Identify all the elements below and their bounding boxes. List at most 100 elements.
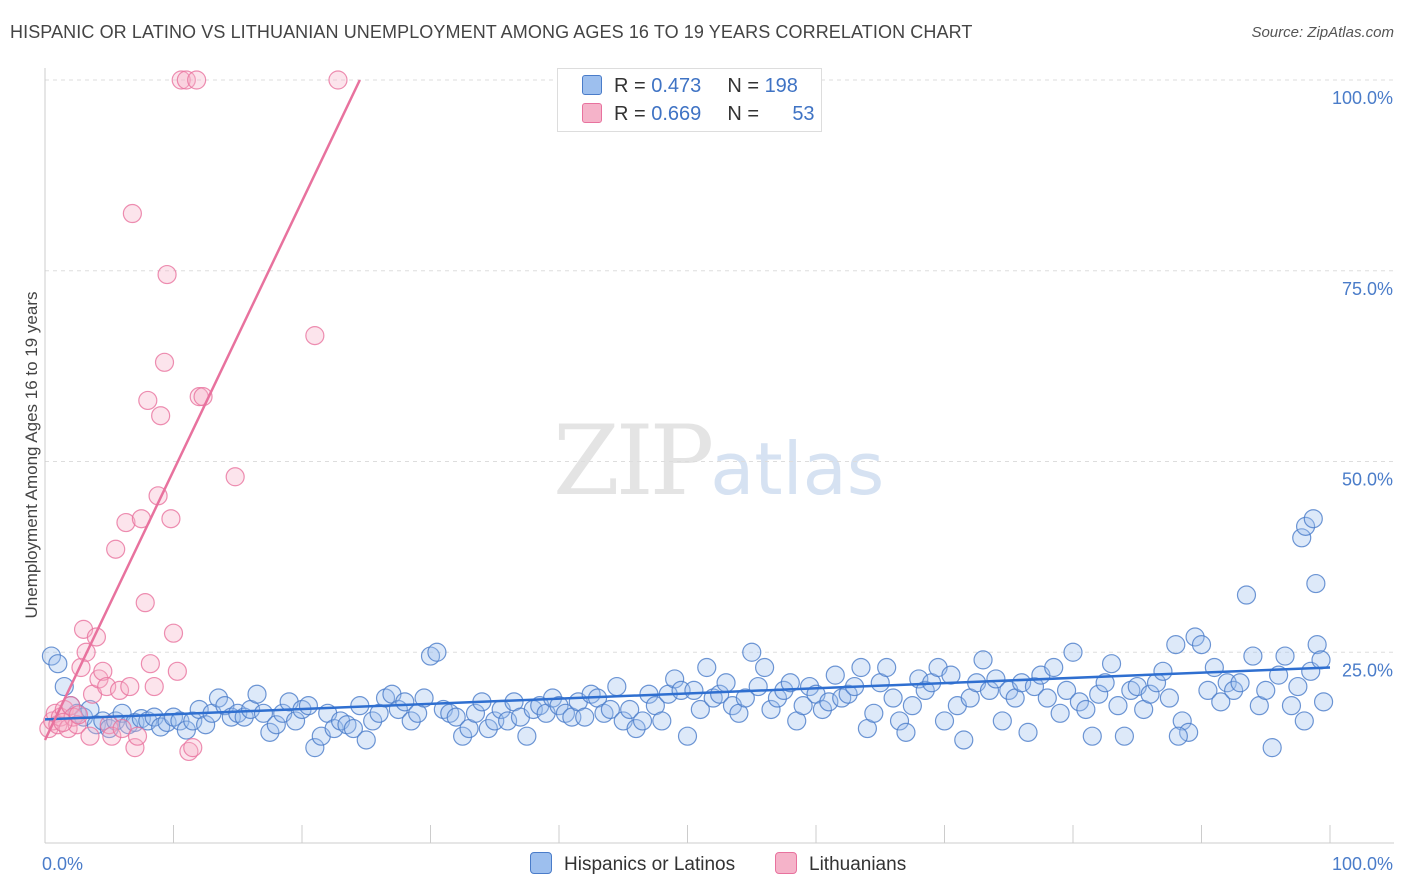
correlation-legend: R = 0.473 N = 198 R = 0.669 N = 53 <box>557 68 822 132</box>
data-point <box>1230 673 1250 693</box>
data-point <box>697 657 717 678</box>
data-point <box>1082 726 1102 746</box>
data-point <box>1185 627 1205 647</box>
data-point <box>140 654 160 674</box>
data-point <box>1076 699 1096 720</box>
data-point <box>356 730 376 750</box>
watermark: ZIPatlas <box>553 405 884 517</box>
x-tick-label: 0.0% <box>42 854 83 874</box>
data-point <box>498 711 518 731</box>
data-point <box>109 680 130 701</box>
legend-r-label: R = <box>614 75 652 97</box>
data-point <box>1294 711 1314 731</box>
data-point <box>167 661 187 681</box>
legend-n-value: 198 <box>764 75 798 97</box>
data-point <box>1204 657 1224 678</box>
data-point <box>102 726 122 746</box>
data-point <box>620 699 640 720</box>
data-point <box>973 650 993 670</box>
x-tick-label: 100.0% <box>1332 854 1393 874</box>
data-point <box>305 738 325 758</box>
data-point <box>665 669 685 689</box>
data-point <box>1179 722 1199 742</box>
data-point <box>1089 684 1109 704</box>
data-point <box>225 467 245 487</box>
axis-labels: 25.0% 50.0% 75.0% 100.0% 0.0% 100.0% Unemploym… <box>22 88 1393 874</box>
data-point <box>883 688 903 708</box>
legend-row-lithuanians: R = 0.669 N = 53 <box>582 103 815 131</box>
data-point <box>992 711 1012 731</box>
data-point <box>838 684 858 704</box>
data-point <box>1166 635 1186 655</box>
data-point <box>1307 635 1327 655</box>
data-point <box>1313 692 1334 712</box>
y-tick-label: 100.0% <box>1332 88 1393 108</box>
data-point <box>285 711 306 731</box>
data-point <box>453 726 473 746</box>
series-lithuanians-points <box>39 70 348 762</box>
source-label: Source: ZipAtlas.com <box>1251 24 1394 41</box>
data-point <box>154 352 175 372</box>
data-point <box>742 642 762 662</box>
data-point <box>253 703 274 723</box>
data-point <box>68 705 89 725</box>
data-point <box>517 726 537 746</box>
data-point <box>135 593 155 613</box>
data-point <box>163 623 184 643</box>
data-point <box>896 722 916 742</box>
data-point <box>902 696 922 716</box>
data-point <box>1256 680 1276 701</box>
data-point <box>343 718 363 739</box>
bottom-legend-swatch-pink <box>775 852 797 874</box>
data-point <box>1101 654 1122 674</box>
axes <box>44 68 1394 844</box>
data-point <box>1292 528 1312 548</box>
legend-n-value: 53 <box>792 103 815 125</box>
grid-lines <box>45 79 1394 653</box>
data-point <box>761 699 781 720</box>
data-point <box>138 390 158 411</box>
data-point <box>48 654 68 674</box>
data-point <box>427 642 447 662</box>
data-point <box>414 688 434 708</box>
data-point <box>176 70 196 90</box>
data-point <box>754 657 775 678</box>
data-point <box>1114 726 1135 746</box>
data-point <box>549 696 569 716</box>
data-point <box>122 203 142 224</box>
legend-n-label: N = <box>727 75 765 97</box>
legend-swatch-pink <box>582 103 602 123</box>
data-point <box>941 665 961 685</box>
legend-r-label: R = <box>614 103 652 125</box>
data-point <box>1281 696 1302 716</box>
data-point <box>889 711 910 731</box>
data-point <box>684 680 704 701</box>
data-point <box>465 703 486 723</box>
data-point <box>851 657 871 678</box>
data-point <box>260 722 280 742</box>
data-point <box>183 738 203 758</box>
bottom-legend-label: Hispanics or Latinos <box>564 854 736 875</box>
data-point <box>877 657 897 678</box>
data-point <box>735 688 755 708</box>
data-point <box>1211 692 1231 712</box>
data-point <box>1140 684 1160 704</box>
data-point <box>1018 722 1038 742</box>
data-point <box>1311 650 1331 670</box>
data-point <box>127 726 148 746</box>
data-point <box>1044 657 1064 678</box>
data-point <box>196 715 216 735</box>
data-point <box>1168 726 1188 746</box>
data-point <box>161 509 181 529</box>
data-point <box>112 718 132 739</box>
trend-lines <box>43 79 1331 741</box>
legend-n-label: N = <box>727 103 765 125</box>
data-point <box>1262 738 1282 758</box>
data-point <box>97 676 117 697</box>
data-point <box>652 711 672 731</box>
data-point <box>1037 688 1057 708</box>
legend-row-hispanics: R = 0.473 N = 198 <box>582 75 798 103</box>
trend-line-hispanics <box>44 666 1331 721</box>
data-point <box>864 703 884 723</box>
